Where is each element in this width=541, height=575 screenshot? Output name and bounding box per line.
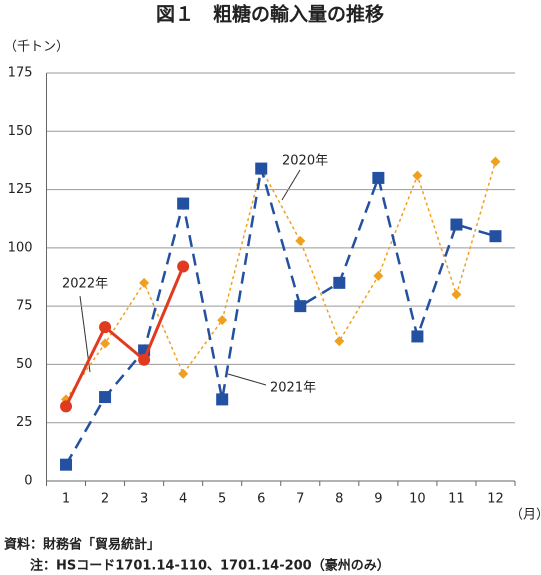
y-tick-label: 0 — [24, 474, 32, 489]
marker — [450, 218, 463, 231]
x-tick-label: 6 — [257, 492, 265, 507]
marker — [177, 197, 190, 210]
marker — [178, 368, 189, 379]
marker — [99, 321, 112, 334]
y-unit: （千トン） — [4, 40, 69, 55]
y-tick-label: 75 — [16, 299, 33, 314]
x-tick-label: 9 — [374, 492, 382, 507]
source: 資料：財務省「貿易統計」 — [4, 537, 160, 553]
series-label: 2022年 — [62, 277, 108, 292]
marker — [217, 315, 228, 326]
marker — [333, 276, 346, 289]
marker — [490, 156, 501, 167]
leader-line — [227, 373, 267, 386]
series-line — [65, 161, 497, 400]
y-tick-label: 50 — [16, 357, 33, 372]
marker — [100, 338, 111, 349]
marker — [334, 336, 345, 347]
x-tick-label: 4 — [179, 492, 187, 507]
marker — [139, 277, 150, 288]
x-tick-label: 1 — [62, 492, 70, 507]
x-tick-label: 11 — [448, 492, 465, 507]
y-tick-label: 25 — [16, 415, 33, 430]
note: 注：HSコード1701.14-110、1701.14-200（豪州のみ） — [30, 558, 390, 574]
marker — [372, 171, 385, 184]
y-tick-label: 125 — [8, 182, 33, 197]
marker — [373, 270, 384, 281]
x-tick-label: 8 — [335, 492, 343, 507]
x-tick-label: 5 — [218, 492, 226, 507]
y-tick-label: 150 — [8, 124, 33, 139]
marker — [177, 260, 190, 273]
marker — [216, 393, 229, 406]
marker — [60, 400, 73, 413]
series-line — [64, 265, 185, 408]
x-tick-label: 10 — [409, 492, 426, 507]
x-tick-label: 3 — [140, 492, 148, 507]
marker — [294, 300, 307, 313]
marker — [451, 289, 462, 300]
x-unit: （月） — [510, 508, 541, 523]
leader-line — [281, 169, 301, 201]
x-tick-label: 12 — [487, 492, 504, 507]
marker — [412, 170, 423, 181]
marker — [255, 162, 268, 175]
marker — [489, 230, 502, 243]
series-label: 2020年 — [282, 154, 328, 169]
marker — [411, 330, 424, 343]
marker — [138, 353, 151, 366]
y-tick-label: 100 — [8, 240, 33, 255]
series-line — [64, 168, 496, 466]
chart-title: 図１ 粗糖の輸入量の推移 — [156, 3, 384, 26]
marker — [60, 458, 73, 471]
marker — [295, 235, 306, 246]
y-tick-label: 175 — [8, 66, 33, 81]
x-tick-label: 2 — [101, 492, 109, 507]
series-label: 2021年 — [270, 381, 316, 396]
x-tick-label: 7 — [296, 492, 304, 507]
marker — [99, 391, 112, 404]
